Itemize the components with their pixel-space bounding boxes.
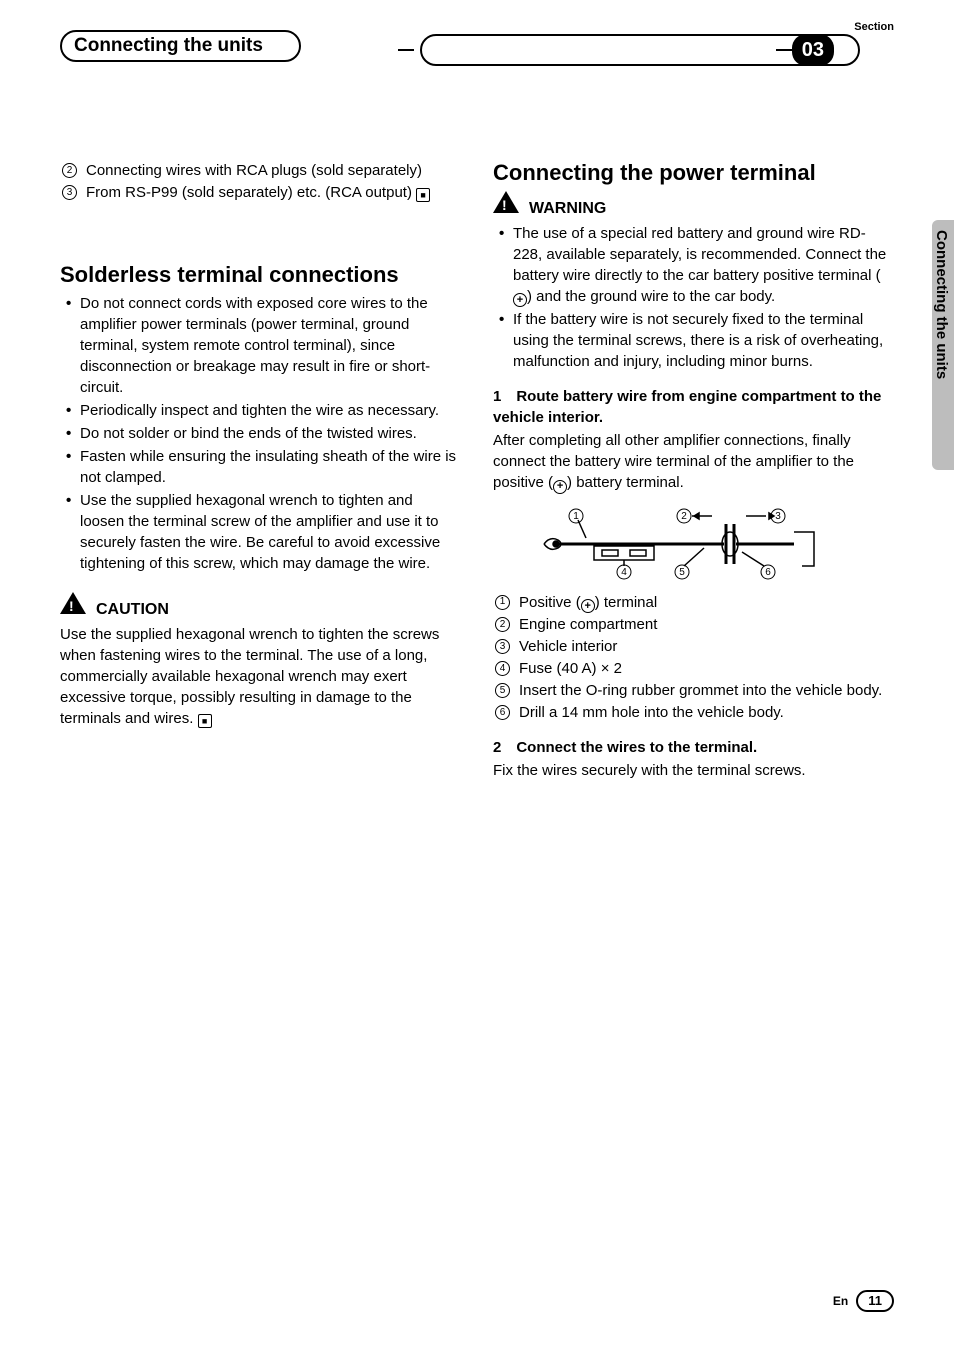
plus-terminal-icon: + [553,480,567,494]
caution-header: CAUTION [60,592,461,621]
right-column: Connecting the power terminal WARNING Th… [493,160,894,785]
plus-terminal-icon: + [581,599,595,613]
plus-terminal-icon: + [513,293,527,307]
list-item: Fasten while ensuring the insulating she… [80,446,461,488]
list-item: 5Insert the O-ring rubber grommet into t… [519,680,894,701]
circled-number-icon: 2 [495,617,510,632]
text: ) battery terminal. [567,474,684,491]
list-item: 6Drill a 14 mm hole into the vehicle bod… [519,702,894,723]
circled-number-icon: 3 [495,639,510,654]
list-item: 4Fuse (40 A) × 2 [519,658,894,679]
step-1-body: After completing all other amplifier con… [493,430,894,494]
step-2-body: Fix the wires securely with the terminal… [493,760,894,781]
list-item: Do not connect cords with exposed core w… [80,293,461,398]
step-1-heading: 1 Route battery wire from engine compart… [493,386,894,428]
list-item: Do not solder or bind the ends of the tw… [80,423,461,444]
text: Fuse (40 A) × 2 [519,660,622,677]
left-column: 2 Connecting wires with RCA plugs (sold s… [60,160,461,785]
wiring-diagram: 1 2 3 4 5 6 [493,504,894,584]
svg-text:6: 6 [765,567,771,578]
side-tab: Connecting the units [932,220,954,470]
section-number-badge: 03 [792,34,834,66]
end-mark-icon: ■ [198,714,212,728]
list-item: The use of a special red battery and gro… [513,223,894,308]
text: Engine compartment [519,616,657,633]
list-item: 1Positive (+) terminal [519,592,894,614]
circled-number-icon: 3 [62,185,77,200]
text: Insert the O-ring rubber grommet into th… [519,682,882,699]
step-2-heading: 2 Connect the wires to the terminal. [493,737,894,758]
text: The use of a special red battery and gro… [513,225,886,284]
list-item: 2Engine compartment [519,614,894,635]
warning-bullets: The use of a special red battery and gro… [493,223,894,373]
list-item: Use the supplied hexagonal wrench to tig… [80,490,461,574]
list-text: Connecting wires with RCA plugs (sold se… [86,162,422,179]
heading-power-terminal: Connecting the power terminal [493,160,894,185]
list-item: 3Vehicle interior [519,636,894,657]
end-mark-icon: ■ [416,188,430,202]
warning-triangle-icon [493,191,519,213]
svg-text:5: 5 [679,567,685,578]
list-item: 2Connecting wires with RCA plugs (sold s… [86,160,461,181]
warning-header: WARNING [493,191,894,220]
text: Vehicle interior [519,638,617,655]
page: Section Connecting the units 03 Connecti… [0,0,954,1352]
text: ) and the ground wire to the car body. [527,288,775,305]
svg-text:3: 3 [775,511,781,522]
solderless-bullets: Do not connect cords with exposed core w… [60,293,461,574]
circled-number-icon: 1 [495,595,510,610]
header-row: Connecting the units 03 [60,30,894,70]
caution-body: Use the supplied hexagonal wrench to tig… [60,626,439,727]
page-footer: En 11 [833,1290,894,1312]
list-item: 3From RS-P99 (sold separately) etc. (RCA… [86,182,461,203]
spacer [60,204,461,262]
circled-number-icon: 5 [495,683,510,698]
page-number: 11 [856,1290,894,1312]
caution-label: CAUTION [96,599,169,621]
text: Drill a 14 mm hole into the vehicle body… [519,704,784,721]
circled-number-icon: 2 [62,163,77,178]
svg-text:4: 4 [621,567,627,578]
caution-text: Use the supplied hexagonal wrench to tig… [60,624,461,729]
list-item: Periodically inspect and tighten the wir… [80,400,461,421]
warning-label: WARNING [529,198,606,220]
divider [398,49,414,51]
text: ) terminal [595,594,658,611]
lang-label: En [833,1293,848,1310]
circled-number-icon: 4 [495,661,510,676]
list-text: From RS-P99 (sold separately) etc. (RCA … [86,184,412,201]
page-title: Connecting the units [60,30,301,62]
svg-text:1: 1 [573,511,579,522]
text: Positive ( [519,594,581,611]
list-item: If the battery wire is not securely fixe… [513,309,894,372]
heading-solderless: Solderless terminal connections [60,262,461,287]
side-tab-label: Connecting the units [933,230,950,379]
diagram-svg: 1 2 3 4 5 6 [534,504,854,584]
svg-text:2: 2 [681,511,687,522]
intro-list: 2 Connecting wires with RCA plugs (sold s… [60,160,461,203]
warning-triangle-icon [60,592,86,614]
diagram-legend: 1Positive (+) terminal 2Engine compartme… [493,592,894,724]
content-columns: 2 Connecting wires with RCA plugs (sold s… [60,160,894,785]
circled-number-icon: 6 [495,705,510,720]
